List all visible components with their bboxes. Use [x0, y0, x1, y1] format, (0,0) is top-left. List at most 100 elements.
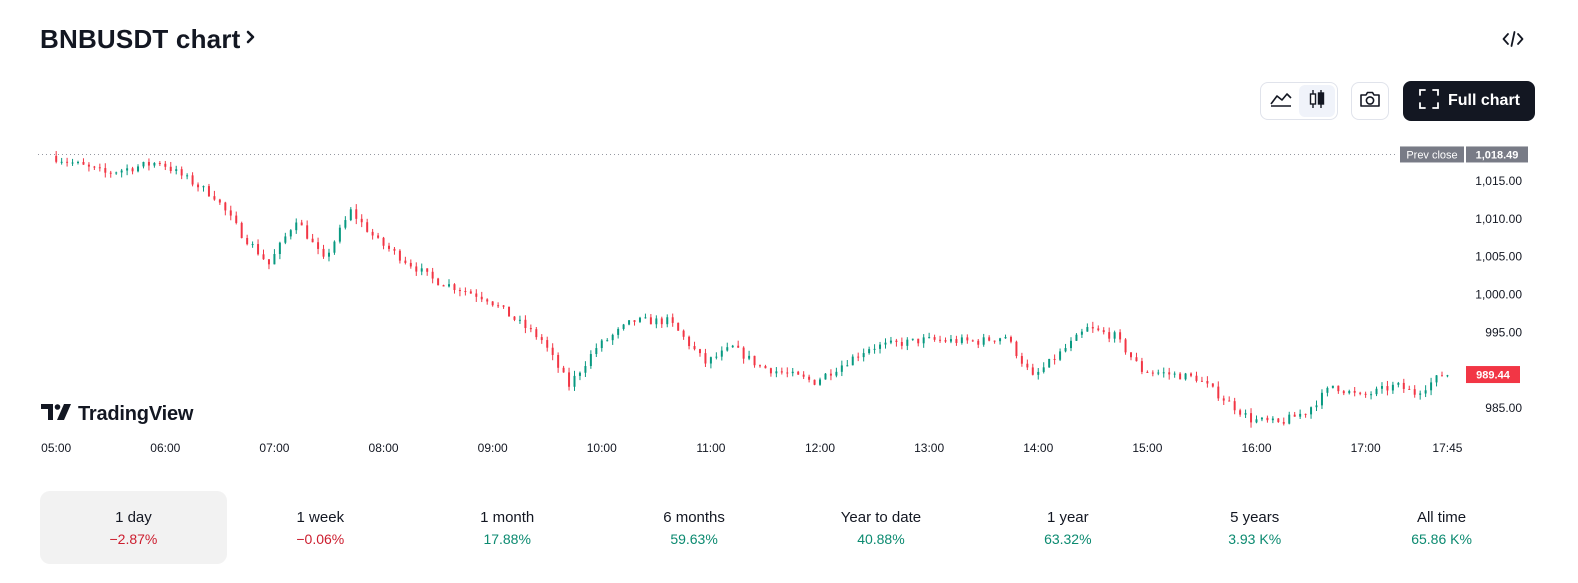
candle-body	[1222, 398, 1225, 401]
candle-body	[409, 262, 412, 267]
candle-body	[300, 222, 303, 226]
candle-body	[955, 339, 958, 343]
candle-body	[993, 340, 996, 342]
candle-body	[1348, 390, 1351, 394]
period-change: 65.86 K%	[1411, 530, 1472, 547]
candle-body	[158, 162, 161, 164]
candle-body	[944, 340, 947, 342]
candle-body	[469, 291, 472, 294]
candle-body	[1304, 413, 1307, 415]
candle-body	[213, 196, 216, 200]
period-year-to-date[interactable]: Year to date 40.88%	[788, 491, 975, 564]
candle-body	[715, 356, 718, 358]
period-change: 17.88%	[483, 530, 531, 547]
candle-body	[1173, 373, 1176, 375]
x-tick-label: 14:00	[1023, 441, 1053, 455]
candle-body	[1200, 380, 1203, 382]
candle-body	[1162, 372, 1165, 374]
candle-body	[295, 222, 298, 231]
period-1-month[interactable]: 1 month 17.88%	[414, 491, 601, 564]
candles-layer	[55, 151, 1449, 428]
candle-body	[207, 186, 210, 197]
x-axis: 05:00 06:00 07:00 08:00 09:00 10:00 11:00 12:00…	[41, 441, 1463, 455]
candle-body	[720, 350, 723, 357]
candle-body	[1315, 405, 1318, 408]
candle-body	[562, 367, 565, 373]
candlestick-chart-button[interactable]	[1299, 85, 1335, 117]
candle-body	[486, 299, 489, 302]
candle-body	[791, 371, 794, 374]
y-tick-label: 1,015.00	[1475, 174, 1522, 188]
tradingview-logo[interactable]: TradingView	[40, 402, 193, 427]
code-embed-icon[interactable]	[1500, 26, 1526, 52]
period-5-years[interactable]: 5 years 3.93 K%	[1161, 491, 1348, 564]
full-chart-button[interactable]: Full chart	[1403, 81, 1535, 121]
candle-body	[508, 306, 511, 317]
candle-body	[1310, 407, 1313, 415]
candle-body	[1195, 375, 1198, 381]
candle-body	[251, 244, 254, 246]
candle-body	[55, 155, 58, 162]
candle-body	[377, 235, 380, 238]
chart-type-toggle	[1260, 82, 1338, 120]
candle-body	[1009, 337, 1012, 342]
period-1-year[interactable]: 1 year 63.32%	[974, 491, 1161, 564]
period-all-time[interactable]: All time 65.86 K%	[1348, 491, 1535, 564]
candle-body	[1435, 375, 1438, 383]
candle-body	[1288, 414, 1291, 424]
candle-body	[1397, 382, 1400, 385]
period-1-week[interactable]: 1 week −0.06%	[227, 491, 414, 564]
candle-body	[327, 252, 330, 257]
candle-body	[191, 175, 194, 185]
candle-body	[808, 376, 811, 380]
full-chart-label: Full chart	[1447, 92, 1520, 109]
chevron-right-icon	[245, 27, 257, 52]
candle-body	[317, 242, 320, 249]
candle-body	[1271, 418, 1274, 421]
candle-body	[224, 202, 227, 211]
candle-body	[819, 379, 822, 385]
candle-body	[971, 340, 974, 342]
candle-body	[66, 161, 69, 163]
candle-body	[1440, 375, 1443, 377]
y-tick-label: 1,000.00	[1475, 288, 1522, 302]
candle-body	[1326, 387, 1329, 393]
candlestick-icon	[1306, 88, 1328, 115]
candle-body	[698, 349, 701, 354]
x-tick-label: 17:45	[1432, 441, 1462, 455]
candle-body	[868, 349, 871, 354]
candle-body	[1042, 367, 1045, 372]
candle-body	[966, 337, 969, 341]
candle-body	[333, 241, 336, 253]
period-label: 1 week	[296, 508, 345, 526]
candle-body	[480, 296, 483, 300]
candle-body	[769, 368, 772, 374]
candle-body	[87, 164, 90, 167]
candle-body	[1075, 334, 1078, 341]
line-chart-button[interactable]	[1263, 85, 1299, 117]
candle-body	[1091, 327, 1094, 329]
candle-body	[671, 317, 674, 323]
period-1-day[interactable]: 1 day −2.87%	[40, 491, 227, 564]
chart-title-link[interactable]: BNBUSDT chart	[40, 22, 257, 56]
candle-body	[1190, 373, 1193, 376]
candle-body	[775, 371, 778, 374]
candle-body	[349, 209, 352, 221]
period-label: 1 year	[1046, 508, 1089, 526]
chart-toolbar: Full chart	[1260, 81, 1535, 121]
candle-body	[311, 238, 314, 243]
candle-body	[355, 209, 358, 219]
candle-body	[764, 366, 767, 369]
period-6-months[interactable]: 6 months 59.63%	[601, 491, 788, 564]
x-tick-label: 06:00	[150, 441, 180, 455]
candle-body	[1244, 413, 1247, 415]
snapshot-button[interactable]	[1351, 82, 1389, 120]
candle-body	[1168, 372, 1171, 375]
candle-body	[900, 342, 903, 346]
tradingview-logo-text: TradingView	[78, 403, 194, 425]
candle-body	[1370, 394, 1373, 396]
candle-body	[982, 337, 985, 345]
candle-body	[666, 317, 669, 325]
price-chart[interactable]: 1,015.00 1,010.00 1,005.00 1,000.00 995.00 98…	[0, 140, 1578, 470]
candle-body	[611, 334, 614, 341]
